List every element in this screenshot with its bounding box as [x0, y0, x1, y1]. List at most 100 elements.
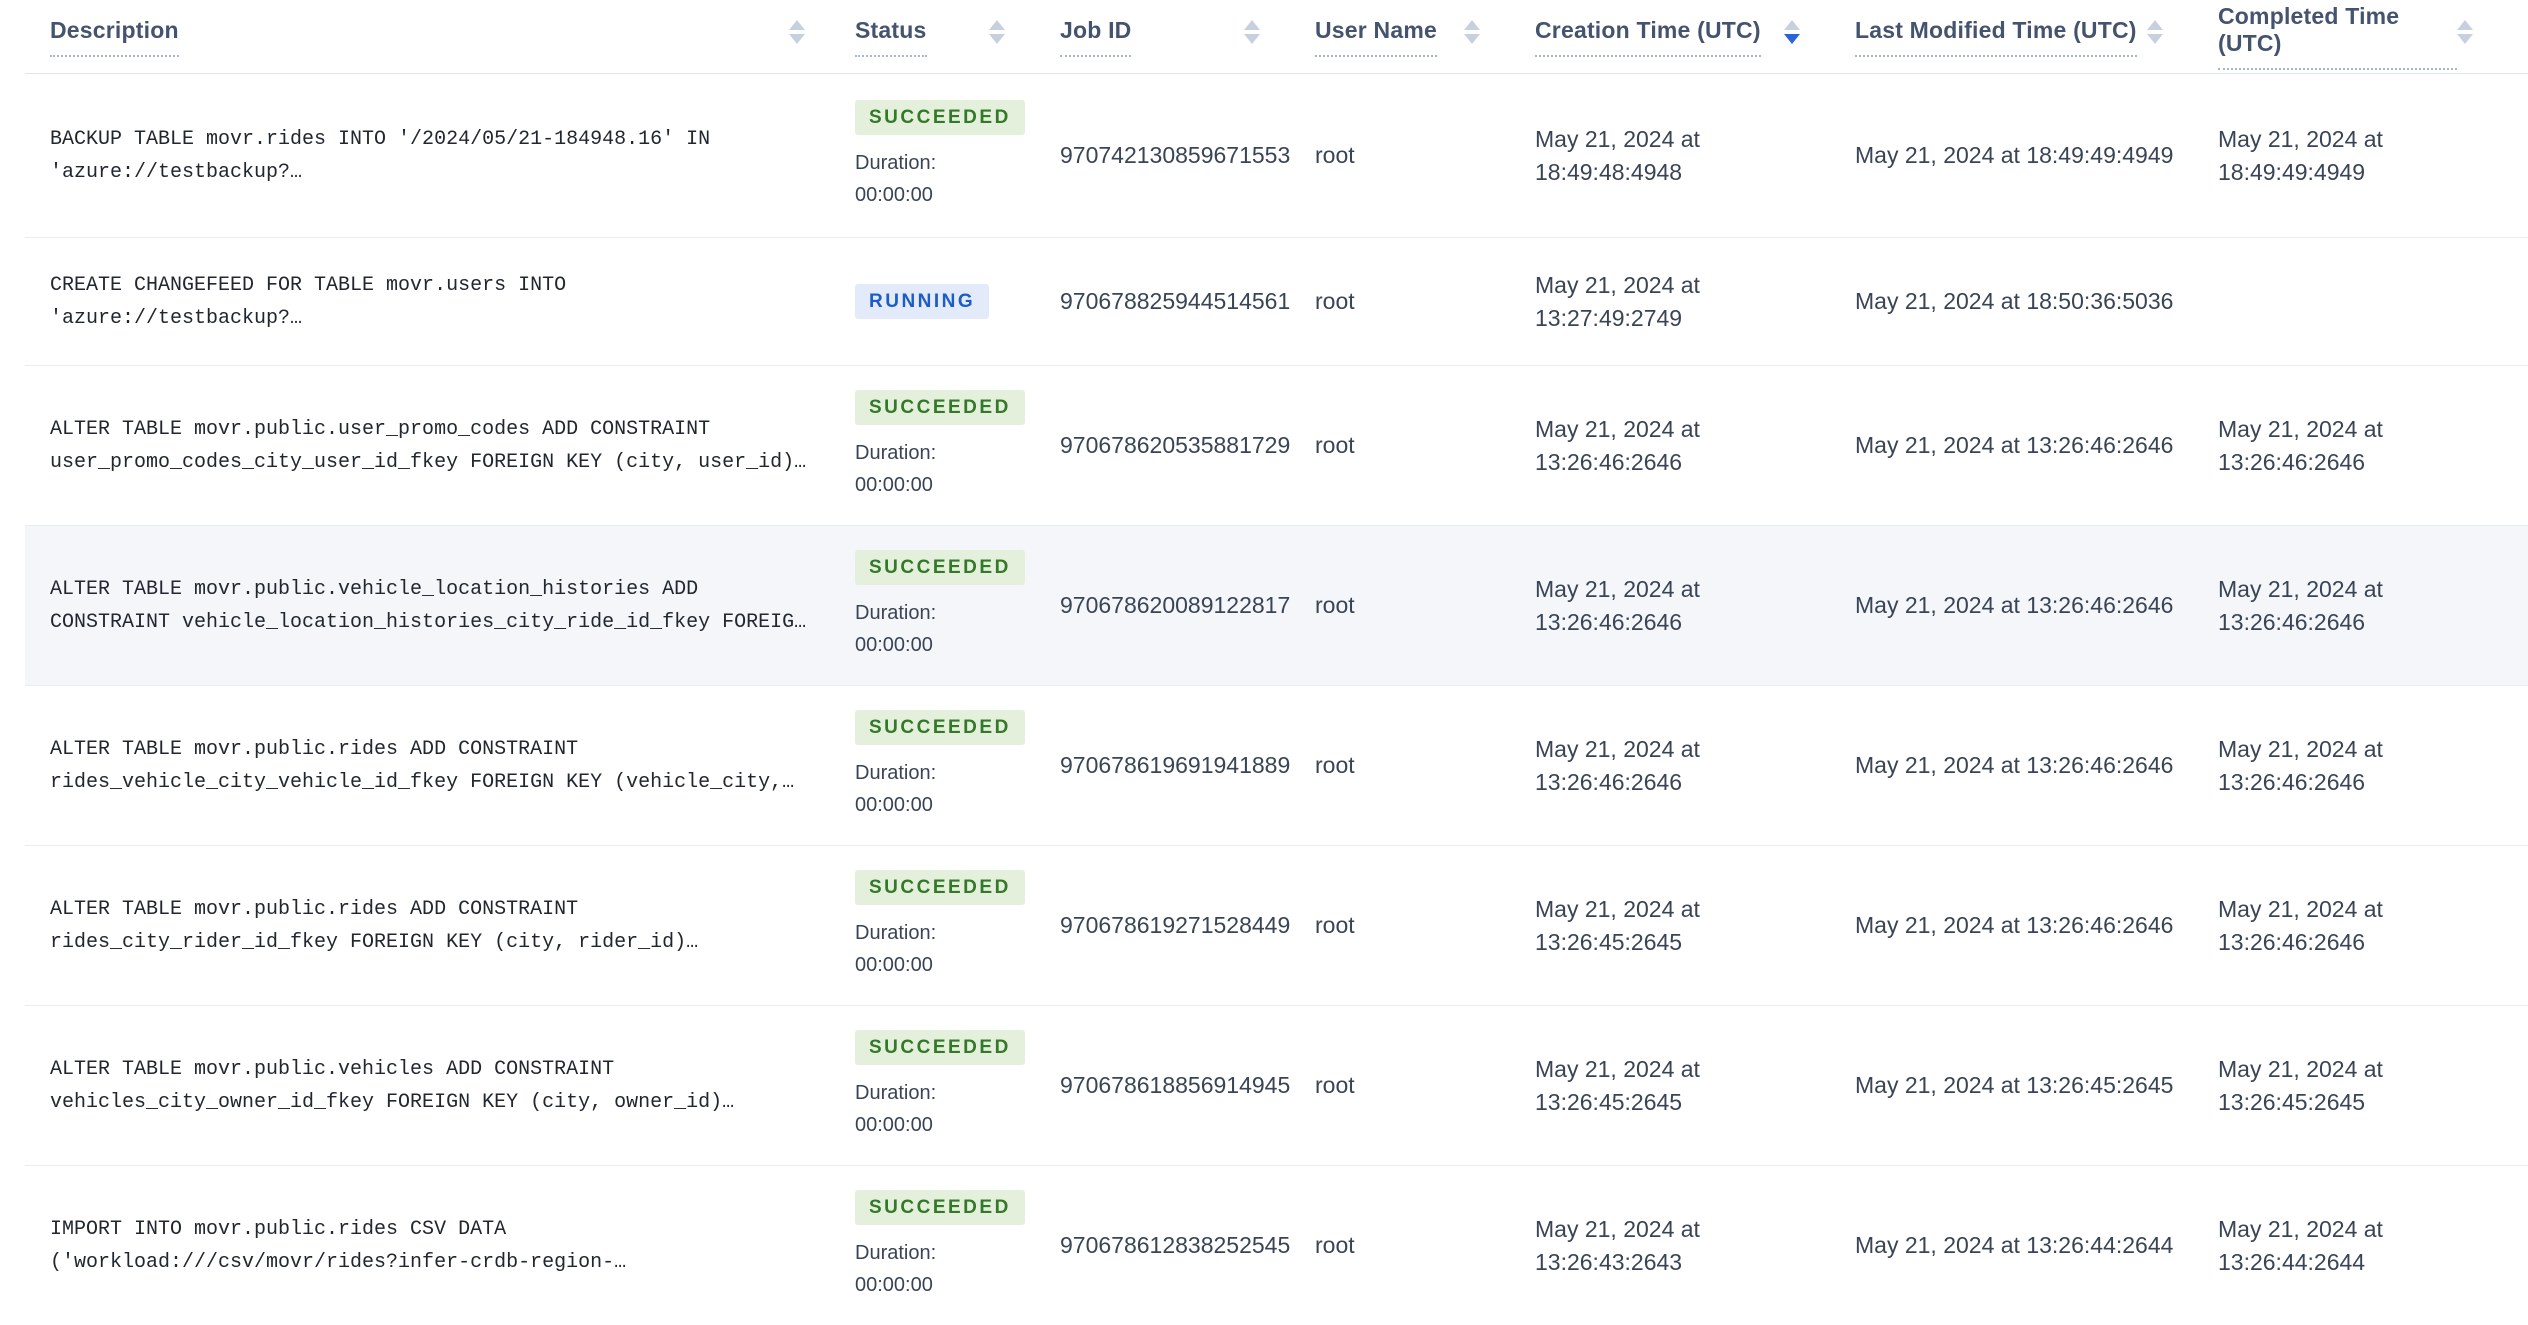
sort-asc-icon: [2147, 20, 2163, 30]
table-row[interactable]: IMPORT INTO movr.public.rides CSV DATA (…: [25, 1166, 2528, 1325]
creation-time: May 21, 2024 at 13:26:46:2646: [1535, 413, 1740, 479]
column-label[interactable]: Completed Time (UTC): [2218, 3, 2457, 70]
creation-time: May 21, 2024 at 13:26:46:2646: [1535, 573, 1740, 639]
jobs-table-header: Description Status J: [25, 0, 2528, 74]
status-badge: SUCCEEDED: [855, 550, 1025, 585]
job-description[interactable]: CREATE CHANGEFEED FOR TABLE movr.users I…: [50, 269, 825, 335]
user-name: root: [1315, 846, 1535, 1006]
job-id: 970678612838252545: [1060, 1166, 1315, 1325]
duration: Duration: 00:00:00: [855, 437, 1045, 501]
modified-time: May 21, 2024 at 13:26:45:2645: [1855, 1006, 2218, 1166]
table-row[interactable]: ALTER TABLE movr.public.rides ADD CONSTR…: [25, 846, 2528, 1006]
table-row[interactable]: BACKUP TABLE movr.rides INTO '/2024/05/2…: [25, 74, 2528, 238]
job-description[interactable]: ALTER TABLE movr.public.user_promo_codes…: [50, 413, 825, 479]
job-id: 970678620089122817: [1060, 526, 1315, 686]
sort-desc-icon: [1784, 34, 1800, 44]
sort-asc-icon: [1784, 20, 1800, 30]
sort-desc-icon: [1464, 34, 1480, 44]
status-badge: SUCCEEDED: [855, 1030, 1025, 1065]
table-row[interactable]: ALTER TABLE movr.public.rides ADD CONSTR…: [25, 686, 2528, 846]
completed-time: May 21, 2024 at 13:26:46:2646: [2218, 573, 2423, 639]
job-id: 970678825944514561: [1060, 238, 1315, 366]
creation-time: May 21, 2024 at 13:26:46:2646: [1535, 733, 1740, 799]
sort-icons[interactable]: [789, 20, 805, 44]
user-name: root: [1315, 1006, 1535, 1166]
column-header-completed-time[interactable]: Completed Time (UTC): [2218, 0, 2528, 74]
sort-desc-icon: [2147, 34, 2163, 44]
duration: Duration: 00:00:00: [855, 1077, 1045, 1141]
column-label[interactable]: Job ID: [1060, 17, 1131, 57]
duration-label: Duration:: [855, 597, 1045, 629]
duration-label: Duration:: [855, 147, 1045, 179]
duration-label: Duration:: [855, 1077, 1045, 1109]
modified-time: May 21, 2024 at 18:49:49:4949: [1855, 74, 2218, 238]
status-badge: RUNNING: [855, 284, 989, 319]
sort-asc-icon: [789, 20, 805, 30]
column-label[interactable]: Last Modified Time (UTC): [1855, 17, 2137, 57]
status-badge: SUCCEEDED: [855, 710, 1025, 745]
job-id: 970678618856914945: [1060, 1006, 1315, 1166]
status-badge: SUCCEEDED: [855, 390, 1025, 425]
duration-value: 00:00:00: [855, 1269, 1045, 1301]
table-row[interactable]: ALTER TABLE movr.public.vehicle_location…: [25, 526, 2528, 686]
completed-time: May 21, 2024 at 13:26:45:2645: [2218, 1053, 2423, 1119]
table-row[interactable]: ALTER TABLE movr.public.vehicles ADD CON…: [25, 1006, 2528, 1166]
user-name: root: [1315, 526, 1535, 686]
job-description[interactable]: ALTER TABLE movr.public.vehicle_location…: [50, 573, 825, 639]
job-description[interactable]: ALTER TABLE movr.public.vehicles ADD CON…: [50, 1053, 825, 1119]
modified-time: May 21, 2024 at 13:26:46:2646: [1855, 366, 2218, 526]
modified-time: May 21, 2024 at 13:26:46:2646: [1855, 846, 2218, 1006]
job-id: 970678620535881729: [1060, 366, 1315, 526]
duration: Duration: 00:00:00: [855, 1237, 1045, 1301]
creation-time: May 21, 2024 at 18:49:48:4948: [1535, 123, 1740, 189]
column-header-description[interactable]: Description: [25, 0, 855, 74]
table-row[interactable]: CREATE CHANGEFEED FOR TABLE movr.users I…: [25, 238, 2528, 366]
creation-time: May 21, 2024 at 13:26:45:2645: [1535, 1053, 1740, 1119]
completed-time: May 21, 2024 at 13:26:44:2644: [2218, 1213, 2423, 1279]
column-label[interactable]: Status: [855, 17, 927, 57]
column-header-status[interactable]: Status: [855, 0, 1060, 74]
sort-asc-icon: [989, 20, 1005, 30]
sort-asc-icon: [1244, 20, 1260, 30]
column-header-user-name[interactable]: User Name: [1315, 0, 1535, 74]
jobs-table-body: BACKUP TABLE movr.rides INTO '/2024/05/2…: [25, 74, 2528, 1325]
job-id: 970742130859671553: [1060, 74, 1315, 238]
duration: Duration: 00:00:00: [855, 597, 1045, 661]
sort-asc-icon: [2457, 20, 2473, 30]
sort-icons[interactable]: [989, 20, 1005, 44]
sort-desc-icon: [2457, 34, 2473, 44]
job-id: 970678619271528449: [1060, 846, 1315, 1006]
user-name: root: [1315, 1166, 1535, 1325]
job-description[interactable]: ALTER TABLE movr.public.rides ADD CONSTR…: [50, 733, 825, 799]
column-header-job-id[interactable]: Job ID: [1060, 0, 1315, 74]
job-description[interactable]: ALTER TABLE movr.public.rides ADD CONSTR…: [50, 893, 825, 959]
column-label[interactable]: Description: [50, 17, 179, 57]
creation-time: May 21, 2024 at 13:26:45:2645: [1535, 893, 1740, 959]
duration-label: Duration:: [855, 1237, 1045, 1269]
duration-label: Duration:: [855, 757, 1045, 789]
sort-icons[interactable]: [1244, 20, 1260, 44]
job-id: 970678619691941889: [1060, 686, 1315, 846]
column-label[interactable]: Creation Time (UTC): [1535, 17, 1761, 57]
job-description[interactable]: IMPORT INTO movr.public.rides CSV DATA (…: [50, 1213, 825, 1279]
column-header-last-modified-time[interactable]: Last Modified Time (UTC): [1855, 0, 2218, 74]
sort-icons[interactable]: [2147, 20, 2163, 44]
table-row[interactable]: ALTER TABLE movr.public.user_promo_codes…: [25, 366, 2528, 526]
modified-time: May 21, 2024 at 13:26:46:2646: [1855, 686, 2218, 846]
sort-icons[interactable]: [1464, 20, 1480, 44]
column-header-creation-time[interactable]: Creation Time (UTC): [1535, 0, 1855, 74]
sort-desc-icon: [1244, 34, 1260, 44]
job-description[interactable]: BACKUP TABLE movr.rides INTO '/2024/05/2…: [50, 123, 825, 189]
column-label[interactable]: User Name: [1315, 17, 1437, 57]
sort-icons[interactable]: [1784, 20, 1800, 44]
jobs-table: Description Status J: [25, 0, 2528, 1325]
duration: Duration: 00:00:00: [855, 917, 1045, 981]
user-name: root: [1315, 74, 1535, 238]
sort-icons[interactable]: [2457, 20, 2473, 44]
completed-time: May 21, 2024 at 13:26:46:2646: [2218, 733, 2423, 799]
duration-value: 00:00:00: [855, 469, 1045, 501]
duration-value: 00:00:00: [855, 789, 1045, 821]
user-name: root: [1315, 238, 1535, 366]
duration: Duration: 00:00:00: [855, 147, 1045, 211]
sort-desc-icon: [989, 34, 1005, 44]
